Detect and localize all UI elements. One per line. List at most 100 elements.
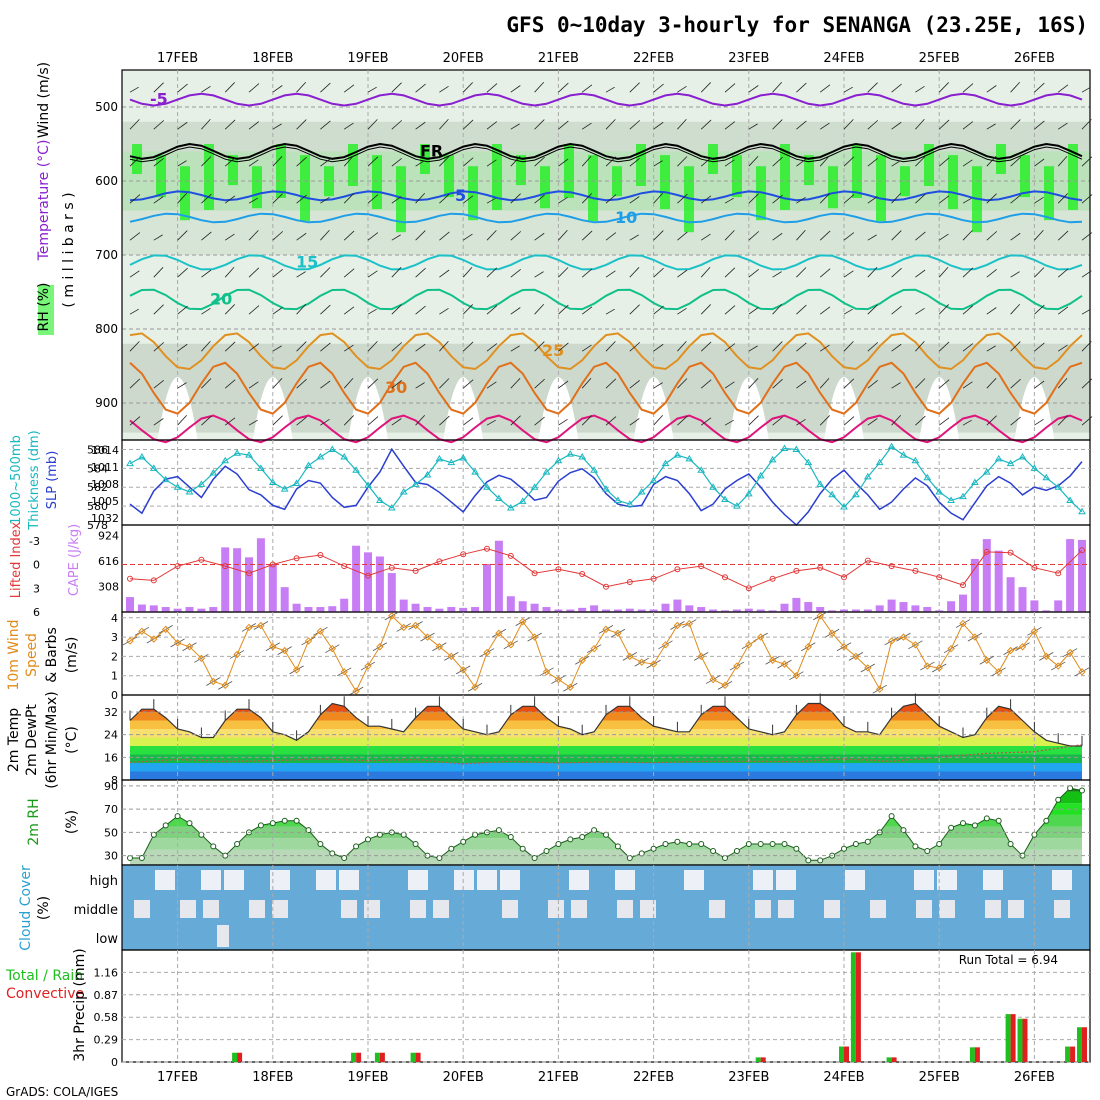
wind-barb <box>224 417 236 426</box>
wind-barb <box>462 82 473 93</box>
rh2m-marker <box>995 817 1002 824</box>
temperature-band <box>130 746 1082 755</box>
cloud-high-block <box>477 870 497 890</box>
rh-moist-patch <box>444 155 454 198</box>
wind-barb <box>415 382 425 389</box>
ylabel-thickness-layer: 1000~500mb <box>9 435 24 525</box>
cape-bar <box>316 607 325 612</box>
ylabel-2m-dewpt: 2m DewPt <box>24 704 40 776</box>
wind10-marker <box>495 629 503 637</box>
wind-barb <box>700 341 712 352</box>
wind-barb <box>462 341 474 352</box>
rh2m-marker <box>269 820 276 827</box>
wind-barb <box>367 416 379 426</box>
rh2m-marker <box>1031 831 1038 838</box>
thickness-marker <box>863 472 872 480</box>
rh2m-marker <box>1043 817 1050 824</box>
cape-bar <box>756 609 765 612</box>
wind-barb <box>439 378 450 389</box>
wind-barb <box>272 85 283 93</box>
thickness-marker <box>506 504 515 511</box>
wind-barb <box>534 416 545 426</box>
cloud-mid-block <box>249 900 265 918</box>
wind-barb <box>201 231 212 241</box>
rh2m-marker <box>757 841 764 848</box>
thickness-marker <box>673 451 682 458</box>
wind10-marker <box>292 666 301 674</box>
wind10-marker <box>399 623 408 632</box>
wind-barb <box>1057 306 1069 315</box>
wind-barb <box>1034 267 1045 278</box>
wind-barb <box>1010 119 1021 130</box>
thickness-marker <box>316 453 325 460</box>
li-tick-label: 6 <box>33 606 40 619</box>
cape-bar <box>328 606 337 612</box>
cloud-mid-block <box>824 900 840 918</box>
wind10-marker <box>745 641 753 649</box>
wind-barb <box>1010 194 1021 204</box>
wind-barb <box>153 158 164 167</box>
wind-barb <box>938 82 949 93</box>
wind10-marker <box>471 683 479 691</box>
thickness-marker <box>590 466 598 473</box>
wind-barb <box>177 160 187 167</box>
thickness-marker <box>875 458 884 466</box>
thickness-marker <box>697 466 706 473</box>
rh2m-marker <box>257 822 264 829</box>
wind10-marker <box>566 683 575 691</box>
temperature-band <box>130 720 1082 729</box>
precip-conv-bar <box>356 1052 362 1062</box>
wind-barb <box>867 120 879 130</box>
wind-barb <box>1057 344 1068 352</box>
run-total-label: Run Total = 6.94 <box>959 953 1058 967</box>
cape-bar <box>697 607 706 612</box>
wind-barb <box>700 119 712 130</box>
wind-barb <box>724 305 736 315</box>
wind-barb <box>700 379 712 389</box>
wind10-marker <box>304 637 313 645</box>
rh2m-marker <box>864 838 871 845</box>
wind-barb <box>272 345 282 352</box>
wind-barb <box>700 157 712 167</box>
rh2m-marker <box>341 855 348 862</box>
wind-barb <box>201 85 211 93</box>
wind-barb <box>320 267 331 278</box>
cape-bar <box>221 547 230 612</box>
wind-barb <box>177 230 188 241</box>
cloud-high-block <box>845 870 865 890</box>
slp-tick-label: 1008 <box>91 478 119 491</box>
lifted-index-marker <box>1007 549 1014 556</box>
wind-barb <box>629 418 640 426</box>
cape-bar <box>590 605 599 612</box>
top-date-label: 22FEB <box>633 51 674 66</box>
cloud-high-block <box>408 870 428 890</box>
bottom-date-label: 23FEB <box>728 1070 769 1085</box>
thickness-marker <box>578 453 587 460</box>
thickness-marker <box>411 480 420 487</box>
wind-barb <box>391 234 401 241</box>
wind-barb <box>867 342 879 352</box>
wind-barb <box>320 304 331 315</box>
wind-barb <box>462 379 474 389</box>
rh-moist-patch <box>396 166 406 233</box>
cloud-mid-block <box>640 900 656 918</box>
rh2m-marker <box>781 841 788 848</box>
precip-tick-label: 0.58 <box>94 1011 119 1024</box>
rh2m-marker <box>733 848 740 855</box>
wind-barb <box>819 344 830 352</box>
wind-tick-label: 0 <box>111 689 118 702</box>
thickness-marker <box>602 485 610 492</box>
wind-barb <box>129 270 140 278</box>
wind-barb <box>677 378 688 389</box>
wind-barb <box>558 229 568 241</box>
wind-barb <box>915 378 926 389</box>
thickness-tick-label: 580 <box>87 500 108 513</box>
temperature-band <box>130 729 1082 738</box>
ylabel-temperature: Temperature (°C) <box>36 140 52 262</box>
wind-barb <box>581 344 592 352</box>
wind-barb <box>153 120 165 130</box>
wind10-marker <box>221 681 229 690</box>
wind-barb <box>605 308 615 315</box>
cloud-high-block <box>1052 870 1072 890</box>
